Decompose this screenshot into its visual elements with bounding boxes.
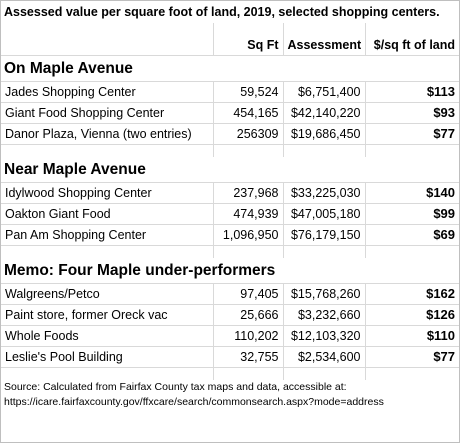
header-per-sqft: $/sq ft of land [364, 35, 460, 56]
table-row: Danor Plaza, Vienna (two entries) 256309… [1, 123, 460, 145]
table-row: Oakton Giant Food 474,939 $47,005,180 $9… [1, 203, 460, 225]
row-per-sqft: $110 [364, 325, 460, 347]
header-name [1, 35, 213, 56]
row-assessment: $6,751,400 [282, 81, 365, 103]
row-name: Walgreens/Petco [1, 283, 213, 305]
assessment-table: Assessed value per square foot of land, … [1, 1, 460, 410]
row-name: Paint store, former Oreck vac [1, 304, 213, 326]
table-row: Pan Am Shopping Center 1,096,950 $76,179… [1, 224, 460, 246]
row-name: Jades Shopping Center [1, 81, 213, 103]
section-heading-row: Memo: Four Maple under-performers [1, 258, 460, 284]
table-title: Assessed value per square foot of land, … [4, 5, 440, 19]
row-sqft: 474,939 [212, 203, 283, 225]
row-assessment: $33,225,030 [282, 182, 365, 204]
row-per-sqft: $77 [364, 346, 460, 368]
row-name: Pan Am Shopping Center [1, 224, 213, 246]
header-row: Sq Ft Assessment $/sq ft of land [1, 35, 460, 56]
title-row: Assessed value per square foot of land, … [1, 1, 459, 23]
row-assessment: $42,140,220 [282, 102, 365, 124]
row-assessment: $76,179,150 [282, 224, 365, 246]
table-row: Whole Foods 110,202 $12,103,320 $110 [1, 325, 460, 347]
row-sqft: 32,755 [212, 346, 283, 368]
row-per-sqft: $162 [364, 283, 460, 305]
row-sqft: 110,202 [212, 325, 283, 347]
row-sqft: 1,096,950 [212, 224, 283, 246]
table-row: Idylwood Shopping Center 237,968 $33,225… [1, 182, 460, 204]
row-name: Danor Plaza, Vienna (two entries) [1, 123, 213, 145]
row-assessment: $47,005,180 [282, 203, 365, 225]
row-assessment: $12,103,320 [282, 325, 365, 347]
row-assessment: $3,232,660 [282, 304, 365, 326]
table-row: Jades Shopping Center 59,524 $6,751,400 … [1, 81, 460, 103]
table-row: Leslie's Pool Building 32,755 $2,534,600… [1, 346, 460, 368]
blank-row [1, 23, 460, 35]
source-row: Source: Calculated from Fairfax County t… [1, 380, 459, 395]
row-per-sqft: $113 [364, 81, 460, 103]
row-assessment: $2,534,600 [282, 346, 365, 368]
row-name: Idylwood Shopping Center [1, 182, 213, 204]
section-heading: On Maple Avenue [1, 55, 460, 82]
row-assessment: $19,686,450 [282, 123, 365, 145]
row-name: Whole Foods [1, 325, 213, 347]
row-sqft: 59,524 [212, 81, 283, 103]
header-assessment: Assessment [282, 35, 365, 56]
row-per-sqft: $93 [364, 102, 460, 124]
blank-row [1, 245, 460, 258]
row-name: Leslie's Pool Building [1, 346, 213, 368]
section-heading: Near Maple Avenue [1, 157, 460, 183]
row-sqft: 454,165 [212, 102, 283, 124]
header-sqft: Sq Ft [212, 35, 283, 56]
row-per-sqft: $126 [364, 304, 460, 326]
blank-row [1, 144, 460, 157]
section-heading-row: Near Maple Avenue [1, 157, 460, 183]
row-per-sqft: $99 [364, 203, 460, 225]
row-sqft: 256309 [212, 123, 283, 145]
row-sqft: 237,968 [212, 182, 283, 204]
table-row: Walgreens/Petco 97,405 $15,768,260 $162 [1, 283, 460, 305]
row-per-sqft: $77 [364, 123, 460, 145]
source-line-1: Source: Calculated from Fairfax County t… [4, 381, 347, 393]
section-heading: Memo: Four Maple under-performers [1, 258, 460, 284]
row-name: Oakton Giant Food [1, 203, 213, 225]
row-assessment: $15,768,260 [282, 283, 365, 305]
row-sqft: 25,666 [212, 304, 283, 326]
row-per-sqft: $69 [364, 224, 460, 246]
blank-row [1, 367, 460, 380]
row-name: Giant Food Shopping Center [1, 102, 213, 124]
source-line-2: https://icare.fairfaxcounty.gov/ffxcare/… [4, 396, 384, 408]
row-sqft: 97,405 [212, 283, 283, 305]
source-row: https://icare.fairfaxcounty.gov/ffxcare/… [1, 395, 459, 410]
row-per-sqft: $140 [364, 182, 460, 204]
table-row: Giant Food Shopping Center 454,165 $42,1… [1, 102, 460, 124]
table-row: Paint store, former Oreck vac 25,666 $3,… [1, 304, 460, 326]
section-heading-row: On Maple Avenue [1, 55, 460, 82]
